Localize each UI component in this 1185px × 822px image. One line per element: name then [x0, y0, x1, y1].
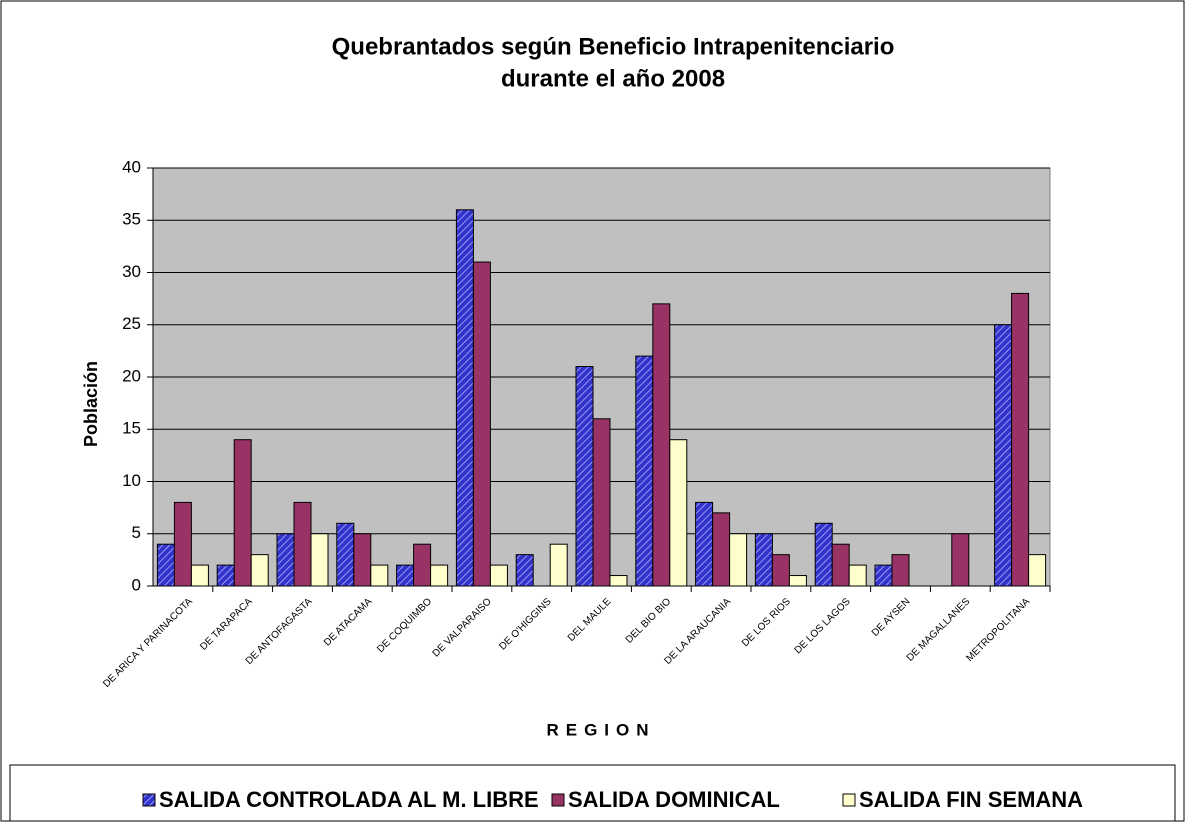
y-tick-label: 30 — [122, 262, 141, 281]
legend-label: SALIDA DOMINICAL — [568, 787, 780, 812]
bar — [695, 501, 714, 587]
legend-swatch — [842, 793, 856, 807]
bar — [609, 575, 628, 587]
bar — [831, 543, 850, 587]
chart-title: durante el año 2008 — [501, 65, 725, 92]
bar — [729, 533, 748, 587]
bar — [712, 512, 731, 587]
bar — [250, 554, 269, 587]
legend-swatch — [551, 793, 565, 807]
bar — [635, 355, 654, 587]
bar — [951, 533, 970, 587]
bar — [891, 554, 910, 587]
bar — [336, 522, 355, 587]
bar — [575, 366, 594, 587]
bar — [396, 564, 415, 587]
bar — [592, 418, 611, 587]
bar — [190, 564, 209, 587]
bar — [788, 575, 807, 587]
bar — [413, 543, 432, 587]
legend-label: SALIDA FIN SEMANA — [859, 787, 1083, 812]
bar — [472, 261, 491, 587]
y-tick-label: 10 — [122, 471, 141, 490]
bar — [156, 543, 175, 587]
bar — [233, 439, 252, 587]
y-tick-label: 25 — [122, 314, 141, 333]
bar — [771, 554, 790, 587]
bar — [652, 303, 671, 587]
bar — [874, 564, 893, 587]
y-tick-label: 35 — [122, 210, 141, 229]
bar — [310, 533, 329, 587]
bar — [754, 533, 773, 587]
y-tick-label: 5 — [132, 523, 141, 542]
bar — [353, 533, 372, 587]
bar — [276, 533, 295, 587]
legend-label: SALIDA CONTROLADA AL M. LIBRE — [159, 787, 539, 812]
x-axis-label: REGION — [546, 720, 655, 739]
bar — [994, 324, 1013, 587]
legend-swatch — [142, 793, 156, 807]
bar — [549, 543, 568, 587]
y-tick-label: 20 — [122, 366, 141, 385]
bar — [455, 209, 474, 587]
bar — [173, 501, 192, 587]
bar — [1011, 292, 1030, 587]
bar — [489, 564, 508, 587]
bar — [1028, 554, 1047, 587]
bar — [430, 564, 449, 587]
y-tick-label: 15 — [122, 419, 141, 438]
bar — [669, 439, 688, 587]
y-tick-label: 0 — [132, 575, 141, 594]
bar — [848, 564, 867, 587]
legend-box — [9, 764, 1176, 822]
bar — [293, 501, 312, 587]
bar — [515, 554, 534, 587]
chart-title: Quebrantados según Beneficio Intrapenite… — [332, 33, 895, 60]
y-axis-label: Población — [81, 361, 101, 447]
bar — [814, 522, 833, 587]
bar — [216, 564, 235, 587]
bar — [370, 564, 389, 587]
y-tick-label: 40 — [122, 157, 141, 176]
